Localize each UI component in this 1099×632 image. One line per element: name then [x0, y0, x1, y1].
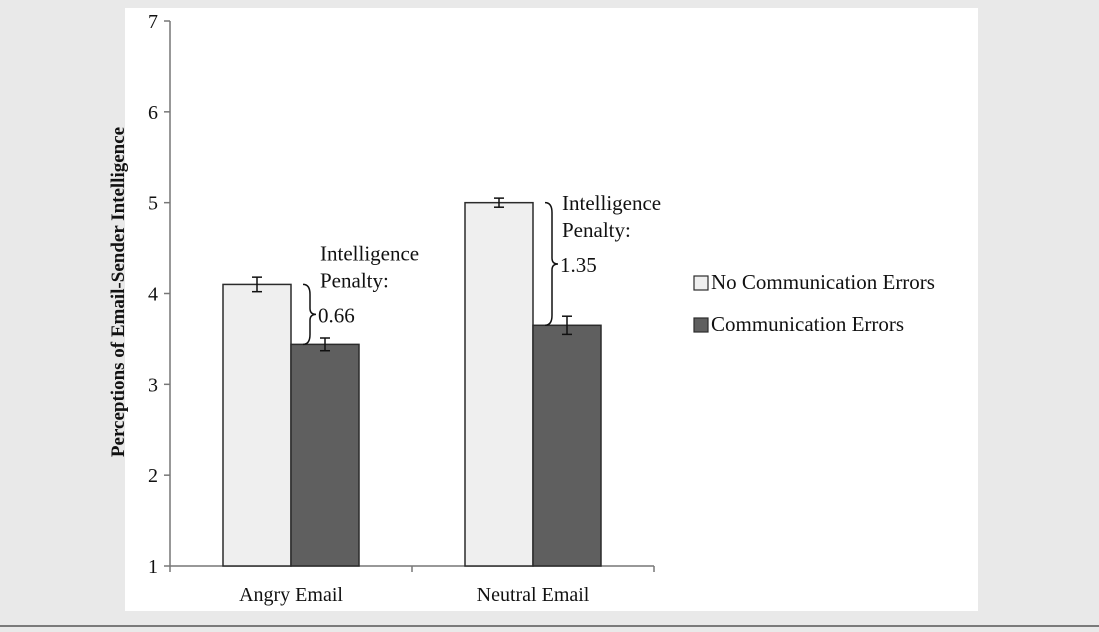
penalty-brace [544, 201, 559, 327]
legend-swatch-errors [693, 317, 709, 333]
bars [222, 201, 602, 567]
penalty-label-line: Intelligence [562, 191, 661, 215]
penalty-brace [302, 283, 317, 346]
x-category-label: Neutral Email [477, 584, 590, 606]
legend-swatch-no-errors [693, 275, 709, 291]
y-tick-label: 4 [148, 284, 158, 306]
penalty-label-line: Penalty: [320, 268, 389, 292]
bar-errors-neutral [532, 324, 602, 567]
axes: 1 2 3 4 5 6 7 Angry Email Neutral Email [148, 11, 655, 606]
y-axis-label: Perceptions of Email-Sender Intelligence [108, 127, 129, 457]
penalty-value: 1.35 [560, 253, 597, 277]
y-tick-label: 3 [148, 374, 158, 396]
error-bars [252, 197, 572, 352]
bar-errors-angry [290, 343, 360, 567]
y-tick-label: 1 [148, 556, 158, 578]
y-tick-label: 2 [148, 465, 158, 487]
bar-no-errors-angry [222, 283, 292, 567]
annotations: Intelligence Penalty: 0.66 Intelligence Pena… [302, 191, 661, 346]
y-tick-label: 7 [148, 11, 158, 33]
penalty-label-line: Intelligence [320, 241, 419, 265]
x-category-label: Angry Email [239, 584, 343, 606]
legend-label-no-errors: No Communication Errors [711, 270, 935, 294]
legend-label-errors: Communication Errors [711, 312, 904, 336]
y-tick-label: 5 [148, 193, 158, 215]
bar-no-errors-neutral [464, 201, 534, 567]
legend: No Communication Errors Communication Err… [693, 270, 935, 336]
penalty-value: 0.66 [318, 303, 355, 327]
y-tick-label: 6 [148, 102, 158, 124]
penalty-label-line: Penalty: [562, 218, 631, 242]
